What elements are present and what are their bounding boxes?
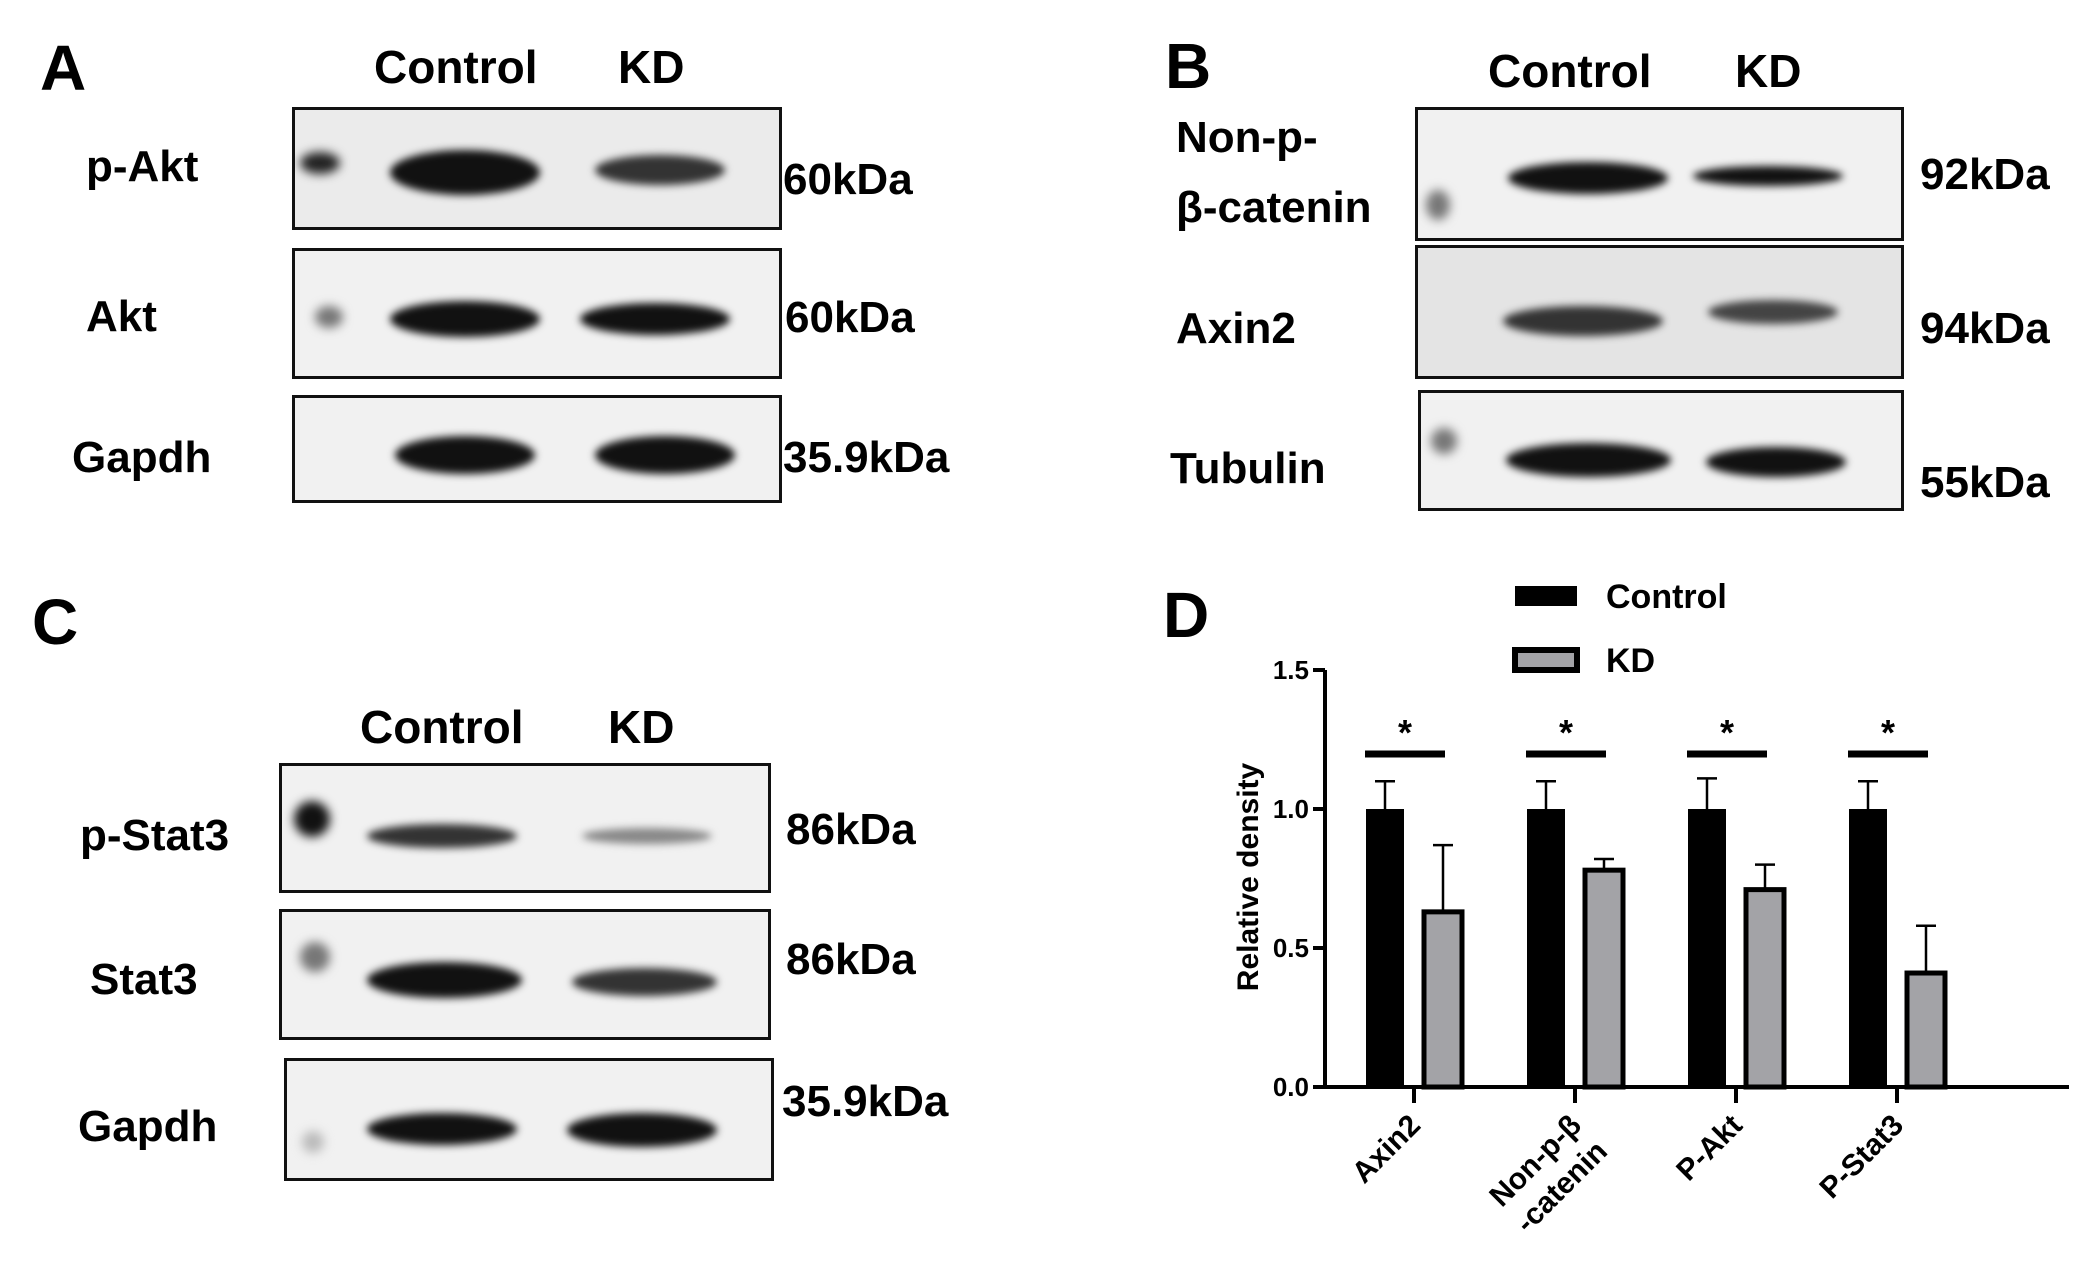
blot-p-stat3 <box>279 763 771 893</box>
panel-b-lane-control: Control <box>1488 45 1652 97</box>
legend-swatch-control <box>1515 586 1577 606</box>
panel-b-lane-kd: KD <box>1735 45 1802 97</box>
x-tick-label: -catenin <box>1509 1135 1614 1240</box>
size-axin2: 94kDa <box>1920 304 2050 353</box>
panel-c-letter: C <box>32 586 79 658</box>
panel-a-lane-kd: KD <box>618 41 685 93</box>
size-stat3: 86kDa <box>786 935 916 984</box>
label-p-akt: p-Akt <box>86 142 199 191</box>
label-gapdh-a: Gapdh <box>72 433 212 482</box>
significance-star: * <box>1398 712 1412 753</box>
label-non-p: Non-p- <box>1176 113 1318 162</box>
significance-star: * <box>1720 712 1734 753</box>
panel-a-letter: A <box>40 32 87 104</box>
bar-kd <box>1904 970 1948 1090</box>
blot-gapdh-c <box>284 1058 774 1181</box>
size-gapdh-c: 35.9kDa <box>782 1077 949 1126</box>
bar-kd <box>1743 887 1787 1090</box>
blot-non-p-beta-catenin <box>1415 107 1904 241</box>
y-tick-label: 1.5 <box>1273 655 1309 685</box>
y-tick-label: 0.5 <box>1273 933 1309 963</box>
bar-control <box>1849 809 1887 1087</box>
label-akt: Akt <box>86 292 157 341</box>
label-beta-catenin: β-catenin <box>1176 183 1372 232</box>
label-tubulin: Tubulin <box>1170 444 1326 493</box>
legend-label-control: Control <box>1606 578 1727 616</box>
blot-axin2 <box>1415 245 1904 379</box>
blot-p-akt <box>292 107 782 230</box>
y-axis-label: Relative density <box>1232 762 1265 991</box>
significance-star: * <box>1881 712 1895 753</box>
bar-kd <box>1421 909 1465 1090</box>
label-gapdh-c: Gapdh <box>78 1102 218 1151</box>
legend-swatch-kd <box>1512 647 1580 673</box>
panel-c-lane-kd: KD <box>608 701 675 753</box>
blot-tubulin <box>1418 390 1904 511</box>
blot-gapdh-a <box>292 395 782 503</box>
size-gapdh-a: 35.9kDa <box>783 433 950 482</box>
y-tick-label: 0.0 <box>1273 1072 1309 1102</box>
panel-a-lane-control: Control <box>374 41 538 93</box>
x-tick-label: P-Akt <box>1670 1109 1749 1188</box>
bar-control <box>1688 809 1726 1087</box>
blot-stat3 <box>279 909 771 1040</box>
x-tick-label: Axin2 <box>1346 1109 1427 1190</box>
label-axin2: Axin2 <box>1176 304 1296 353</box>
size-akt: 60kDa <box>785 293 915 342</box>
significance-star: * <box>1559 712 1573 753</box>
panel-c-lane-control: Control <box>360 701 524 753</box>
y-tick-label: 1.0 <box>1273 794 1309 824</box>
panel-d-letter: D <box>1163 579 1210 651</box>
x-tick-label: Non-p-β <box>1483 1109 1588 1214</box>
label-stat3: Stat3 <box>90 955 198 1004</box>
size-p-stat3: 86kDa <box>786 805 916 854</box>
panel-b-letter: B <box>1165 30 1212 102</box>
bar-control <box>1366 809 1404 1087</box>
x-tick-label: P-Stat3 <box>1814 1109 1910 1205</box>
bar-control <box>1527 809 1565 1087</box>
blot-akt <box>292 248 782 379</box>
label-p-stat3: p-Stat3 <box>80 811 230 860</box>
size-tubulin: 55kDa <box>1920 458 2050 507</box>
size-p-akt: 60kDa <box>783 155 913 204</box>
size-non-p-beta-catenin: 92kDa <box>1920 150 2050 199</box>
legend-label-kd: KD <box>1606 642 1655 680</box>
bar-kd <box>1582 867 1626 1090</box>
